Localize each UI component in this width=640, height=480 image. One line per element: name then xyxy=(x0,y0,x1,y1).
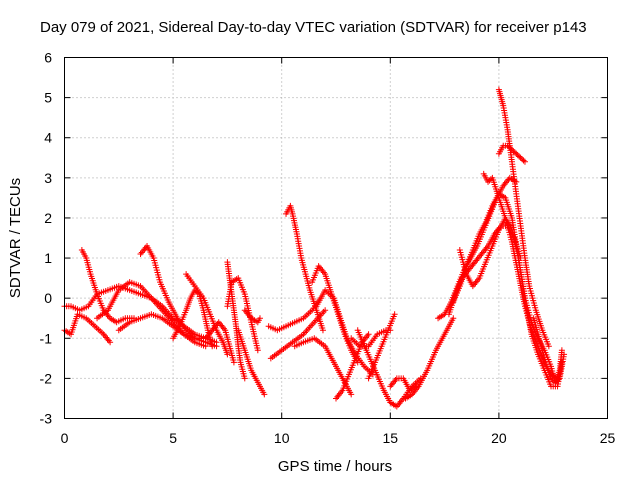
x-tick-label: 5 xyxy=(169,430,177,446)
chart-title: Day 079 of 2021, Sidereal Day-to-day VTE… xyxy=(40,19,587,36)
x-axis-title: GPS time / hours xyxy=(278,458,392,475)
series-arc-22 xyxy=(354,327,424,410)
data-point xyxy=(558,347,565,354)
data-point xyxy=(256,315,263,322)
data-point xyxy=(254,347,261,354)
data-point xyxy=(241,375,248,382)
data-point xyxy=(261,391,268,398)
y-tick-label: 1 xyxy=(44,250,52,266)
data-point xyxy=(391,311,398,318)
series-arc-12 xyxy=(235,327,268,398)
data-point xyxy=(545,343,552,350)
x-tick-label: 0 xyxy=(61,430,69,446)
y-tick-label: 5 xyxy=(44,90,52,106)
series-arc-30 xyxy=(480,170,561,382)
tick-labels: 0 5 10 15 20 25 -3 -2 -1 0 1 2 3 4 5 6 xyxy=(40,50,616,447)
data-point xyxy=(485,178,492,185)
data-point xyxy=(548,375,555,382)
data-point xyxy=(517,154,524,161)
data-point xyxy=(450,315,457,322)
data-point xyxy=(348,391,355,398)
series-arc-25 xyxy=(402,315,457,402)
y-axis-title: SDTVAR / TECUs xyxy=(7,178,24,298)
plus-marker xyxy=(514,152,521,159)
data-point xyxy=(322,307,329,314)
series-arc-10 xyxy=(224,259,248,382)
series-arc-08 xyxy=(183,271,231,358)
x-tick-label: 25 xyxy=(600,430,616,446)
series-arc-16 xyxy=(283,202,326,334)
y-tick-label: -3 xyxy=(40,411,53,427)
y-tick-label: 6 xyxy=(44,50,52,66)
series-arc-09 xyxy=(202,319,237,366)
series-arc-05 xyxy=(115,311,209,350)
data-point xyxy=(107,339,114,346)
y-tick-label: 3 xyxy=(44,170,52,186)
series-arc-17 xyxy=(291,335,355,398)
series-arc-33 xyxy=(530,315,565,386)
y-tick-label: 4 xyxy=(44,130,52,146)
plus-marker xyxy=(519,156,526,163)
data-point xyxy=(558,359,565,366)
plot-frame xyxy=(64,57,608,419)
data-point xyxy=(230,359,237,366)
plus-marker xyxy=(516,153,523,160)
x-tick-label: 10 xyxy=(274,430,290,446)
data-point xyxy=(513,150,520,157)
data-point xyxy=(521,158,528,165)
series-arc-24 xyxy=(387,375,420,394)
y-tick-label: 0 xyxy=(44,290,52,306)
series-arc-01 xyxy=(61,311,114,346)
x-tick-label: 15 xyxy=(383,430,399,446)
series-arc-23 xyxy=(365,311,398,382)
data-point xyxy=(224,351,231,358)
series-arc-32 xyxy=(495,86,552,350)
series-arc-13 xyxy=(241,307,263,326)
data-point xyxy=(319,327,326,334)
y-tick-label: -1 xyxy=(40,330,53,346)
data-point xyxy=(209,343,216,350)
x-tick-label: 20 xyxy=(491,430,507,446)
plus-marker xyxy=(520,157,527,164)
data-point xyxy=(365,331,372,338)
plus-marker xyxy=(549,376,556,383)
data-series xyxy=(61,86,568,410)
series-arc-07 xyxy=(170,287,216,350)
y-tick-label: 2 xyxy=(44,210,52,226)
y-tick-label: -2 xyxy=(40,370,53,386)
